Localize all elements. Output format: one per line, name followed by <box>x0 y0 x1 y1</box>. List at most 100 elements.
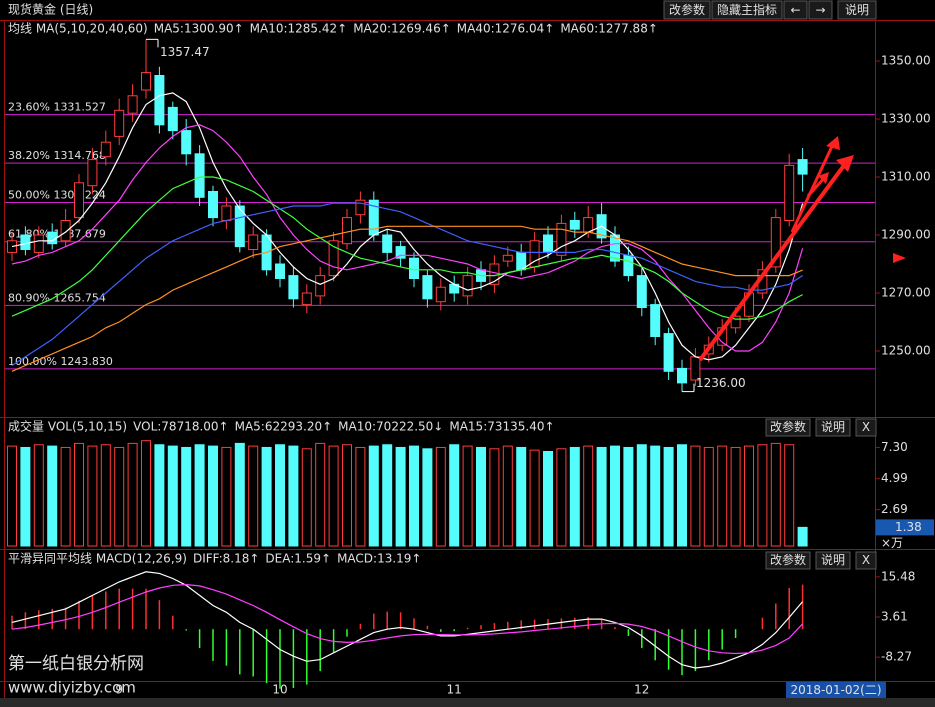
volume-bar <box>87 445 98 547</box>
level-label: 100.00% 1243.830 <box>8 355 113 368</box>
button-frame <box>765 418 811 437</box>
watermark-url: www.diyizby.com <box>8 679 136 697</box>
volume-bar <box>20 446 31 547</box>
candle-body <box>797 159 808 175</box>
button[interactable]: 说明 <box>845 2 869 17</box>
y-tick-label: -8.27 <box>881 650 912 664</box>
candle-body <box>100 141 111 158</box>
volume-bar <box>569 446 580 547</box>
candle-body <box>543 234 553 253</box>
volume-bar <box>757 444 768 547</box>
candle-body <box>569 220 580 230</box>
macd-line <box>11 583 804 655</box>
volume-bar <box>449 444 460 547</box>
panel-borders <box>0 20 935 698</box>
legend-entry: MA60:1277.88↑ <box>560 22 658 36</box>
volume-bar <box>610 445 620 547</box>
y-tick-label: 7.30 <box>881 440 908 454</box>
arrow-head <box>818 172 829 184</box>
candle-body <box>355 199 366 216</box>
volume-bar <box>543 451 553 547</box>
button[interactable]: 改参数 <box>669 2 705 17</box>
candle-body <box>167 106 178 132</box>
legend-entry: 平滑异同平均线 MACD(12,26,9) <box>8 552 187 566</box>
button-frame <box>837 0 877 20</box>
arrow <box>790 141 836 233</box>
page-title: 现货黄金 (日线) <box>8 2 93 17</box>
ma-line <box>11 225 803 372</box>
volume-bar <box>422 448 433 547</box>
volume-bar <box>275 444 285 547</box>
candle-body <box>784 164 795 221</box>
volume-bar <box>623 446 634 547</box>
legend-entry: 成交量 VOL(5,10,15) <box>8 419 127 434</box>
ma-line <box>11 124 804 352</box>
cursor-date: 2018-01-02(二) <box>790 683 881 697</box>
legend-entry: MACD:13.19↑ <box>337 552 421 566</box>
volume-bar <box>663 446 674 547</box>
volume-bar <box>409 445 419 547</box>
button-frame <box>808 0 833 20</box>
button-frame <box>663 0 711 20</box>
volume-bar <box>529 449 540 547</box>
volume-bar <box>435 446 446 547</box>
button[interactable]: 改参数 <box>770 552 806 567</box>
candle-body <box>194 153 205 198</box>
cursor-date-box <box>786 682 886 698</box>
volume-bar <box>650 445 661 547</box>
y-tick-label: 1350.00 <box>881 54 931 68</box>
volume-bar <box>100 444 111 547</box>
volume-bar <box>462 445 473 547</box>
volume-bar <box>47 445 58 547</box>
candle-body <box>462 275 473 297</box>
volume-bar <box>221 446 232 547</box>
ma-line <box>11 176 803 320</box>
level-label: 23.60% 1331.527 <box>8 101 106 114</box>
volume-bar <box>74 442 84 547</box>
button[interactable]: → <box>815 3 825 17</box>
volume-bar <box>208 445 218 547</box>
button[interactable]: 改参数 <box>770 419 806 434</box>
button[interactable]: X <box>862 553 870 567</box>
button[interactable]: 隐藏主指标 <box>717 2 777 17</box>
candle-body <box>234 205 245 248</box>
candle-body <box>636 275 647 309</box>
legend-entry: MA15:73135.40↑ <box>449 420 554 434</box>
candle-body <box>288 275 299 300</box>
volume-bar <box>703 446 714 547</box>
legend-entry: 均线 MA(5,10,20,40,60) <box>8 22 148 36</box>
arrow-head <box>826 136 840 150</box>
volume-bar <box>636 444 647 547</box>
candle-body <box>382 234 393 253</box>
volume-bar <box>730 446 741 547</box>
volume-bar <box>194 444 205 547</box>
volume-bar <box>234 442 245 547</box>
candle-body <box>677 367 687 384</box>
volume-bar <box>301 448 312 547</box>
candle-body <box>342 217 352 245</box>
candle-body <box>395 246 406 259</box>
volume-bar <box>690 445 701 547</box>
candle-body <box>502 254 513 262</box>
candle-body <box>409 257 419 280</box>
volume-bar <box>770 442 781 547</box>
candle-body <box>770 217 781 268</box>
level-label: 80.90% 1265.754 <box>8 291 106 304</box>
button[interactable]: X <box>862 420 870 434</box>
y-tick-label: 1290.00 <box>881 228 931 242</box>
volume-bar <box>502 445 513 547</box>
legend-entry: MA10:70222.50↓ <box>338 420 443 434</box>
volume-bar <box>154 444 165 547</box>
button[interactable]: 说明 <box>821 419 845 434</box>
candle-body <box>181 130 192 155</box>
candle-body <box>141 72 151 91</box>
drawn-arrows <box>698 136 906 362</box>
candle-body <box>328 240 339 277</box>
volume-bar <box>395 446 406 547</box>
button[interactable]: 说明 <box>821 552 845 567</box>
button[interactable]: ← <box>790 3 800 17</box>
volume-bar <box>355 446 366 547</box>
volume-bar <box>583 445 594 547</box>
button-frame <box>783 0 808 20</box>
